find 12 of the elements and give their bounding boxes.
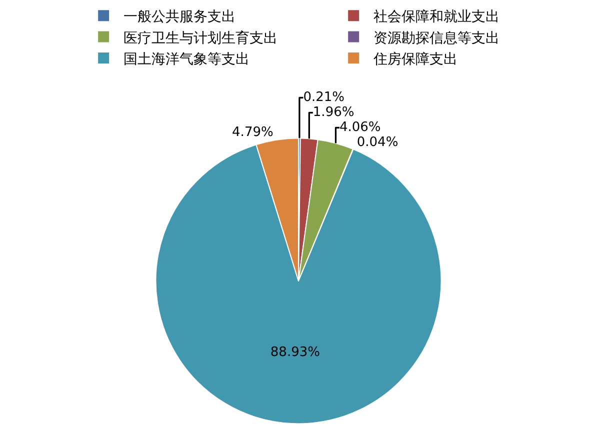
- legend-label: 一般公共服务支出: [124, 9, 236, 26]
- data-label: 0.04%: [356, 135, 398, 150]
- data-label: 0.21%: [303, 90, 345, 106]
- data-label: 88.93%: [270, 344, 320, 360]
- legend-label: 住房保障支出: [372, 51, 458, 68]
- data-label: 1.96%: [312, 105, 354, 120]
- legend-label: 资源勘探信息等支出: [374, 30, 500, 46]
- data-label: 4.06%: [339, 120, 381, 136]
- legend-label: 国土海洋气象等支出: [124, 51, 250, 68]
- data-label: 4.79%: [232, 125, 274, 140]
- legend-label: 社会保障和就业支出: [374, 9, 500, 26]
- legend-label: 医疗卫生与计划生育支出: [124, 29, 278, 46]
